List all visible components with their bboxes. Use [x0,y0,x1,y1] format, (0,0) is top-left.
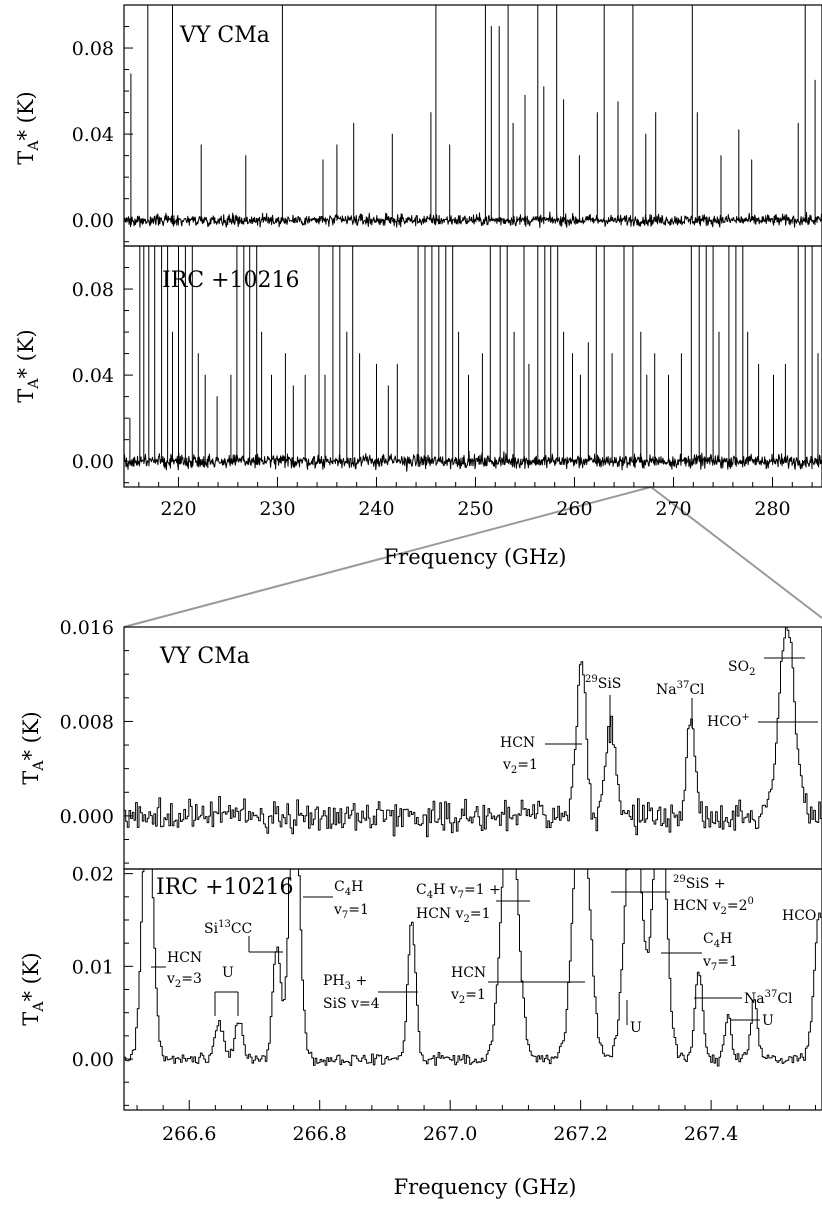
y-tick-label: 0.00 [72,1049,114,1071]
hco-irc-label: HCO [782,908,816,924]
bottom-irc-spectrum [124,868,822,1067]
x-tick-label: 250 [457,498,493,520]
x-tick-label: 270 [655,498,691,520]
y-tick-label: 0.008 [60,711,114,733]
top-irc-spectrum [123,245,822,472]
bottom-vy-cma-spectrum [124,626,822,838]
y-tick-label: 0.08 [72,279,114,301]
ph3-label-a: PH3 + [323,973,367,992]
zoom-connector-right [650,486,822,619]
bottom-vy-cma-label: VY CMa [159,644,250,669]
bottom-panel-vy-cma: 0.000 0.008 0.016 VY CMa HCN v2=1 29SiS Na… [60,617,822,870]
bottom-panel-irc: 0.00 0.01 0.02 IRC +10216 HCN v2=3 U Si13C… [72,864,822,1111]
x-tick-label: 266.6 [162,1123,216,1145]
top-panel-vy-cma: 0.00 0.04 0.08 VY CMa [72,4,822,247]
y-tick-label: 0.08 [72,38,114,60]
u-label-1: U [222,965,234,981]
y-tick-label: 0.02 [72,864,114,886]
bottom-irc-label: IRC +10216 [156,875,294,900]
hcn-v2-1-irc-label-a: HCN [451,965,486,981]
c4h-hcn-label-a: C4H v7=1 + [416,882,501,901]
bottom-x-axis: 266.6 266.8 267.0 267.2 267.4 [136,1100,816,1145]
x-tick-label: 240 [358,498,394,520]
si13cc-label: Si13CC [204,919,252,937]
29sis-hcn-label-b: HCN v2=20 [673,896,754,917]
y-tick-label: 0.000 [60,806,114,828]
top-vy-cma-spectrum [123,4,822,229]
x-tick-label: 220 [160,498,196,520]
c4h-hcn-label-b: HCN v2=1 [416,906,491,925]
bottom-x-axis-title: Frequency (GHz) [394,1175,577,1199]
hco-plus-label: HCO+ [707,712,750,730]
top-panel-irc: 0.00 0.04 0.08 IRC +10216 [72,245,822,488]
ph3-label-b: SiS v=4 [323,996,380,1012]
so2-label: SO2 [728,659,755,678]
y-tick-label: 0.00 [72,210,114,232]
hcn-v2-1-label-b: v2=1 [502,757,538,776]
top-a-y-axis-title: TA* (K) [14,91,42,164]
bottom-a-y-axis-title: TA* (K) [19,711,47,784]
top-irc-label: IRC +10216 [162,268,300,293]
29sis-label: 29SiS [585,674,621,692]
na37cl-label: Na37Cl [656,680,705,698]
hcn-v2-3-label-b: v2=3 [166,971,202,990]
c4h-label-b: v7=1 [333,902,369,921]
x-tick-label: 260 [556,498,592,520]
top-b-y-axis-title: TA* (K) [14,329,42,402]
y-tick-label: 0.01 [72,956,114,978]
x-tick-label: 267.0 [423,1123,477,1145]
na37cl-irc-label: Na37Cl [744,989,793,1007]
top-x-axis: 220 230 240 250 260 270 280 [138,477,813,520]
u-label-3: U [762,1013,774,1029]
c4h2-label-a: C4H [703,931,732,950]
x-tick-label: 266.8 [292,1123,346,1145]
hcn-v2-1-label-a: HCN [500,735,535,751]
x-tick-label: 267.2 [553,1123,607,1145]
u-label-2: U [630,1020,642,1036]
bottom-b-y-axis-title: TA* (K) [19,952,47,1025]
top-panel-b-frame [123,245,822,488]
x-tick-label: 267.4 [684,1123,738,1145]
x-tick-label: 230 [259,498,295,520]
hcn-v2-3-label-a: HCN [167,950,202,966]
zoom-connector-left [123,486,652,628]
y-tick-label: 0.04 [72,365,114,387]
c4h2-label-b: v7=1 [702,954,738,973]
29sis-hcn-label-a: 29SiS + [673,874,726,892]
y-tick-label: 0.04 [72,124,114,146]
hcn-v2-1-irc-label-b: v2=1 [450,987,486,1006]
y-tick-label: 0.00 [72,451,114,473]
y-tick-label: 0.016 [60,617,114,639]
top-x-axis-title: Frequency (GHz) [384,545,567,569]
c4h-label-a: C4H [334,879,363,898]
x-tick-label: 280 [754,498,790,520]
top-vy-cma-label: VY CMa [179,23,270,48]
